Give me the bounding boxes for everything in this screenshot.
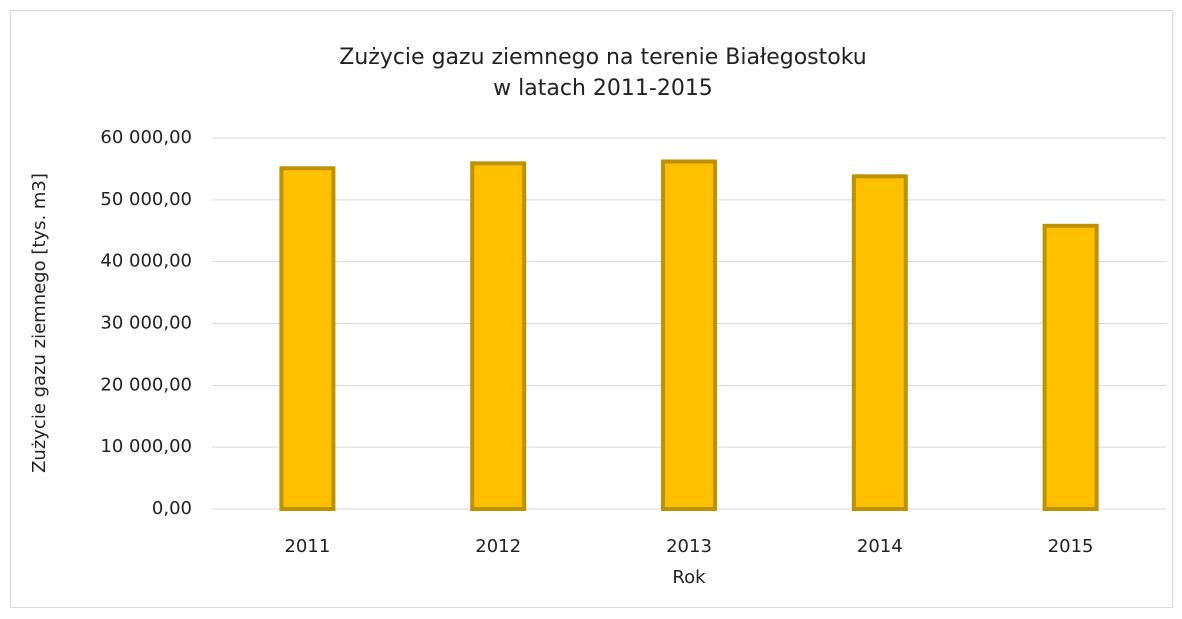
y-tick-label: 30 000,00 (100, 313, 192, 334)
bar (279, 166, 336, 511)
x-tick-label: 2012 (475, 536, 521, 557)
bar (1042, 223, 1099, 511)
chart-title: Zużycie gazu ziemnego na terenie Białego… (339, 45, 866, 70)
bar (470, 161, 527, 512)
y-tick-label: 50 000,00 (100, 189, 192, 210)
y-tick-label: 40 000,00 (100, 251, 192, 272)
x-tick-label: 2011 (284, 536, 330, 557)
y-tick-label: 10 000,00 (100, 436, 192, 457)
y-tick-label: 0,00 (152, 498, 192, 519)
chart-title: w latach 2011-2015 (493, 76, 713, 101)
x-axis-label: Rok (672, 567, 706, 588)
bar (851, 174, 908, 511)
x-tick-label: 2015 (1048, 536, 1094, 557)
y-tick-label: 60 000,00 (100, 127, 192, 148)
x-tick-label: 2013 (666, 536, 712, 557)
x-tick-label: 2014 (857, 536, 903, 557)
chart-frame (10, 10, 1173, 608)
y-tick-label: 20 000,00 (100, 374, 192, 395)
bar (661, 159, 717, 511)
y-axis-label: Zużycie gazu ziemnego [tys. m3] (29, 173, 50, 473)
